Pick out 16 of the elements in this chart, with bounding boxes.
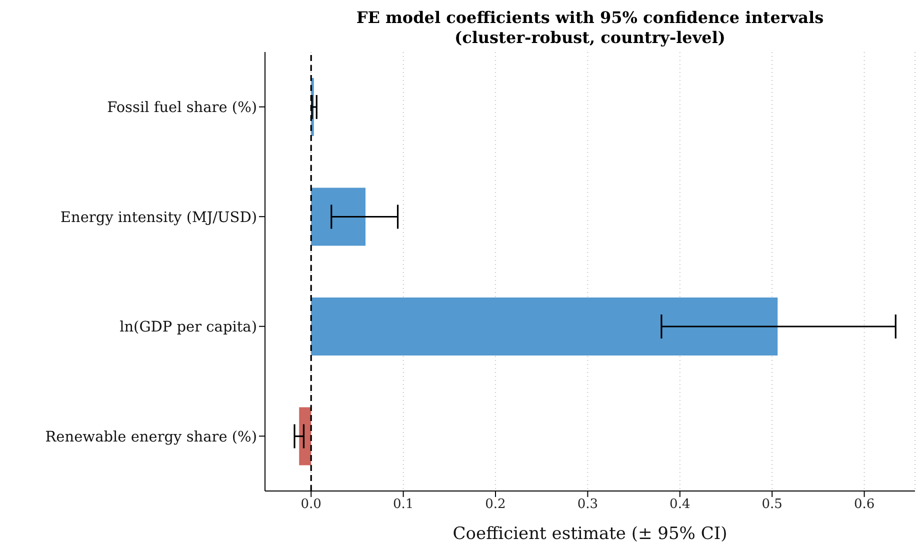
x-tick-label: 0.5: [762, 497, 782, 512]
x-tick-label: 0.3: [577, 497, 598, 512]
x-tick-label: 0.0: [300, 497, 322, 512]
y-tick-label: ln(GDP per capita): [120, 320, 257, 336]
x-tick-label: 0.2: [485, 497, 506, 512]
y-tick-label: Energy intensity (MJ/USD): [60, 210, 257, 226]
bar: [311, 298, 778, 356]
bar: [299, 407, 312, 466]
x-tick-label: 0.1: [392, 497, 414, 512]
bar: [311, 188, 366, 246]
x-axis-title: Coefficient estimate (± 95% CI): [452, 524, 728, 544]
y-tick-label: Fossil fuel share (%): [107, 100, 257, 116]
x-tick-label: 0.4: [670, 497, 690, 512]
chart-title: FE model coefficients with 95% confidence intervals (cluster-robust, country-level): [355, 8, 825, 48]
y-tick-label: Renewable energy share (%): [45, 429, 257, 446]
x-tick-label: 0.6: [854, 497, 875, 512]
